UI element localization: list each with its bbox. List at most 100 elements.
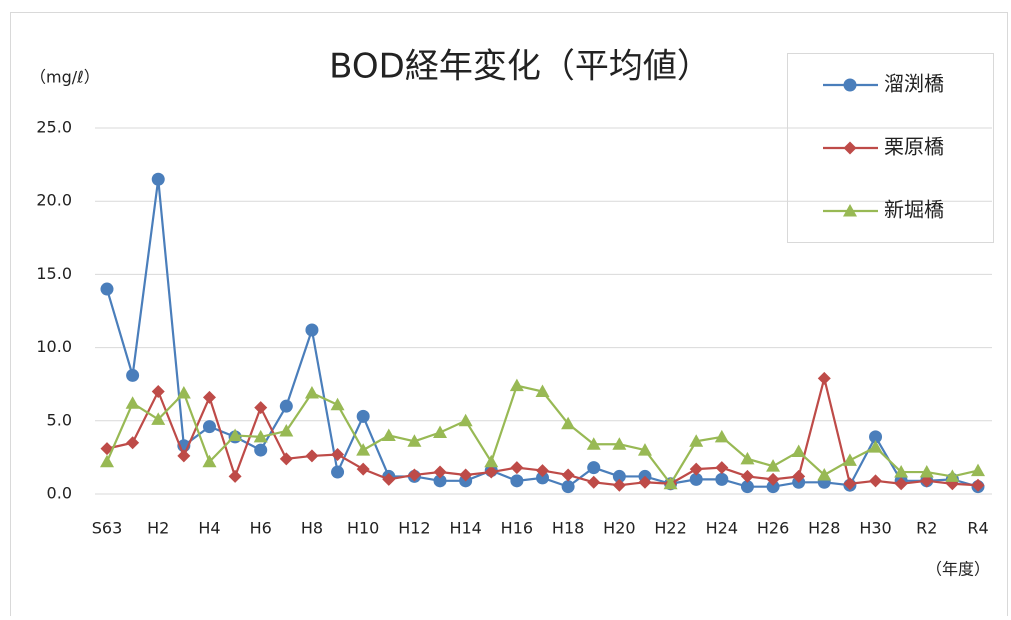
x-axis-label: （年度） — [926, 560, 990, 579]
marker — [304, 385, 319, 399]
marker — [510, 474, 524, 488]
marker — [868, 440, 883, 453]
marker — [894, 465, 909, 478]
marker — [637, 443, 652, 456]
marker — [126, 368, 140, 382]
marker — [817, 371, 831, 385]
y-tick-label: 20.0 — [36, 191, 72, 210]
marker — [459, 468, 473, 482]
marker — [177, 449, 191, 463]
x-tick-label: H14 — [449, 519, 481, 538]
marker — [126, 436, 140, 450]
marker — [253, 429, 268, 443]
marker — [689, 434, 704, 447]
marker — [587, 461, 601, 475]
marker — [869, 474, 883, 488]
marker — [254, 443, 268, 457]
marker — [125, 396, 140, 409]
marker — [433, 474, 447, 488]
marker — [766, 472, 780, 486]
x-tick-label: R4 — [967, 519, 988, 538]
marker — [176, 385, 191, 399]
marker — [305, 323, 319, 337]
marker — [971, 463, 985, 477]
x-tick-label: H20 — [603, 519, 635, 538]
marker — [740, 451, 755, 465]
marker — [817, 467, 832, 481]
y-tick-label: 5.0 — [47, 410, 72, 429]
marker — [843, 78, 857, 92]
marker — [792, 469, 806, 483]
marker — [766, 480, 780, 494]
marker — [612, 437, 627, 450]
marker — [151, 172, 165, 186]
x-tick-label: H26 — [757, 519, 789, 538]
marker — [356, 462, 370, 476]
marker — [945, 469, 960, 482]
marker — [484, 465, 498, 479]
marker — [536, 464, 549, 478]
x-tick-label: H24 — [706, 519, 738, 538]
marker — [381, 428, 396, 441]
marker — [279, 424, 294, 437]
marker — [202, 454, 217, 468]
x-tick-label: S63 — [92, 519, 123, 538]
marker — [842, 453, 857, 466]
marker — [536, 471, 549, 485]
marker — [279, 399, 293, 413]
marker — [971, 478, 985, 492]
x-tick-label: H16 — [501, 519, 533, 538]
marker — [254, 401, 268, 415]
marker — [331, 447, 345, 461]
legend-label: 溜渕橋 — [884, 72, 944, 96]
marker — [920, 474, 934, 488]
marker — [331, 465, 345, 479]
y-tick-label: 0.0 — [47, 484, 72, 503]
marker — [305, 449, 319, 463]
marker — [766, 459, 781, 472]
marker — [689, 472, 703, 486]
marker — [587, 475, 601, 489]
x-tick-label: H22 — [654, 519, 686, 538]
marker — [740, 480, 754, 494]
marker — [407, 434, 422, 447]
marker — [100, 282, 114, 296]
legend-label: 栗原橋 — [884, 135, 944, 159]
marker — [100, 454, 114, 468]
marker — [740, 469, 754, 483]
marker — [382, 472, 396, 486]
marker — [356, 443, 371, 456]
marker — [202, 390, 216, 404]
marker — [612, 469, 626, 483]
marker — [894, 477, 908, 491]
marker — [510, 461, 524, 475]
marker — [689, 462, 703, 476]
x-tick-label: H12 — [398, 519, 430, 538]
marker — [843, 477, 857, 491]
y-axis-label: （mg/ℓ） — [30, 68, 100, 87]
x-tick-label: R2 — [916, 519, 937, 538]
chart-title: BOD経年変化（平均値） — [329, 47, 711, 87]
marker — [279, 452, 293, 466]
marker — [228, 428, 243, 441]
marker — [407, 468, 421, 482]
x-tick-label: H10 — [347, 519, 379, 538]
marker — [843, 141, 857, 155]
marker — [561, 468, 575, 482]
marker — [869, 430, 883, 444]
marker — [715, 461, 729, 475]
marker — [228, 469, 242, 483]
marker — [919, 465, 934, 478]
marker — [535, 384, 550, 398]
marker — [612, 478, 626, 492]
y-tick-label: 10.0 — [36, 337, 72, 356]
legend-label: 新堀橋 — [884, 198, 944, 222]
x-tick-label: H18 — [552, 519, 584, 538]
y-tick-label: 15.0 — [36, 264, 72, 283]
marker — [586, 437, 601, 450]
legend-box — [787, 53, 994, 243]
marker — [202, 420, 216, 434]
marker — [663, 476, 678, 490]
x-tick-label: H6 — [250, 519, 272, 538]
marker — [151, 385, 165, 399]
